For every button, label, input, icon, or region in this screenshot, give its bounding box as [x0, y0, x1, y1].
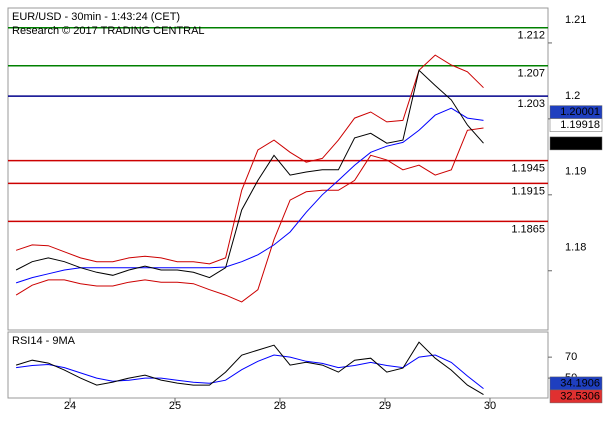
series-line — [15, 69, 484, 279]
y-tick-label: 1.19 — [565, 166, 586, 178]
panel-subtitle: Research © 2017 TRADING CENTRAL — [12, 25, 205, 37]
x-tick-label: 29 — [379, 400, 391, 412]
level-label: 1.1945 — [511, 163, 545, 175]
series-line — [15, 341, 484, 396]
price-marker-label: 1.19918 — [560, 119, 600, 131]
level-label: 1.1915 — [511, 185, 545, 197]
series-line — [16, 354, 484, 389]
y-tick-label: 1.18 — [565, 242, 586, 254]
panel-title: RSI14 - 9MA — [12, 335, 76, 347]
price-marker-label: 1.20001 — [560, 106, 600, 118]
y-tick-label: 70 — [565, 351, 577, 363]
level-label: 1.203 — [517, 98, 545, 110]
x-tick-label: 28 — [274, 400, 286, 412]
price-marker — [549, 118, 603, 132]
x-tick-label: 25 — [169, 400, 181, 412]
price-marker — [549, 389, 603, 404]
series-line — [15, 54, 484, 265]
x-tick-label: 24 — [64, 400, 76, 412]
price-marker-label: 34.1906 — [560, 377, 600, 389]
price-marker-label: 32.5306 — [560, 390, 600, 402]
panel-frame — [7, 7, 549, 331]
price-marker — [549, 136, 603, 151]
level-label: 1.207 — [517, 68, 545, 80]
level-label: 1.212 — [517, 30, 545, 42]
level-label: 1.1865 — [511, 223, 545, 235]
y-tick-label: 1.21 — [565, 14, 586, 26]
price-marker-label: 1.19677 — [560, 137, 600, 149]
panel-title: EUR/USD - 30min - 1:43:24 (CET) — [12, 11, 180, 23]
panel-frame — [7, 331, 549, 399]
series-line — [15, 127, 484, 303]
x-tick-label: 30 — [484, 400, 496, 412]
y-tick-label: 1.2 — [565, 90, 580, 102]
series-line — [15, 107, 484, 284]
